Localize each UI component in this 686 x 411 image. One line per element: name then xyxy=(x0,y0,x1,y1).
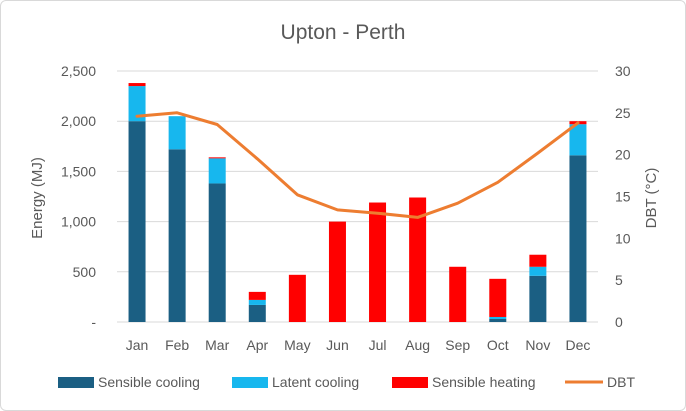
x-tick-label: Mar xyxy=(205,337,229,353)
bar-segment xyxy=(369,202,387,322)
bar-segment xyxy=(208,183,226,322)
dbt-line xyxy=(135,111,580,219)
y-tick-label: - xyxy=(91,314,96,330)
legend-label: Latent cooling xyxy=(272,374,359,390)
y2-tick-label: 0 xyxy=(615,314,623,330)
x-tick-label: Feb xyxy=(165,337,189,353)
y-tick-label: 1,000 xyxy=(61,214,96,230)
y2-tick-label: 5 xyxy=(615,272,623,288)
bar-segment xyxy=(409,197,427,322)
x-tick-label: Dec xyxy=(566,337,591,353)
y2-tick-label: 15 xyxy=(615,189,631,205)
y-axis-left-ticks: - 500 1,000 1,500 2,000 2,500 xyxy=(61,63,96,330)
legend-label: Sensible heating xyxy=(432,374,536,390)
legend-swatch xyxy=(392,377,428,388)
bar-segment xyxy=(489,318,507,322)
x-tick-label: Sep xyxy=(445,337,470,353)
y2-tick-label: 10 xyxy=(615,230,631,246)
x-tick-label: Nov xyxy=(525,337,550,353)
legend-swatch xyxy=(58,377,94,388)
bar-segment xyxy=(449,266,467,322)
bar-segment xyxy=(128,86,146,122)
bar-segment xyxy=(489,278,507,317)
chart-title: Upton - Perth xyxy=(281,21,406,44)
bar-segment xyxy=(529,275,547,322)
y-tick-label: 500 xyxy=(73,264,97,280)
bar-segment xyxy=(248,299,266,305)
y2-tick-label: 25 xyxy=(615,105,631,121)
bar-segment xyxy=(489,316,507,319)
bar-segment xyxy=(529,254,547,267)
bar-segment xyxy=(208,157,226,159)
y-axis-left-title: Energy (MJ) xyxy=(29,157,46,239)
legend-label: DBT xyxy=(607,374,635,390)
x-axis-ticks: Jan Feb Mar Apr May Jun Jul Aug Sep Oct Nov Dec xyxy=(126,337,591,353)
legend-label: Sensible cooling xyxy=(98,374,200,390)
x-tick-label: Jun xyxy=(326,337,349,353)
bar-segment xyxy=(288,274,306,322)
bar-segment xyxy=(529,266,547,276)
y2-tick-label: 20 xyxy=(615,147,631,163)
bar-segment xyxy=(168,116,186,150)
bar-segment xyxy=(208,158,226,184)
bar-segment xyxy=(168,149,186,322)
x-tick-label: Oct xyxy=(487,337,509,353)
gridlines xyxy=(117,70,598,323)
x-tick-label: May xyxy=(284,337,310,353)
bar-segment xyxy=(248,291,266,300)
y-tick-label: 2,500 xyxy=(61,63,96,79)
y2-tick-label: 30 xyxy=(615,63,631,79)
bars xyxy=(128,83,587,322)
y-tick-label: 2,000 xyxy=(61,113,96,129)
x-tick-label: Apr xyxy=(246,337,268,353)
x-tick-label: Aug xyxy=(405,337,430,353)
dbt-line-path xyxy=(135,111,580,219)
bar-segment xyxy=(128,83,146,87)
bar-segment xyxy=(569,124,587,156)
y-tick-label: 1,500 xyxy=(61,163,96,179)
x-tick-label: Jan xyxy=(126,337,149,353)
y-axis-right-title: DBT (°C) xyxy=(643,168,660,229)
y-axis-right-ticks: 0 5 10 15 20 25 30 xyxy=(615,63,631,330)
x-tick-label: Jul xyxy=(369,337,387,353)
bar-segment xyxy=(248,304,266,322)
bar-segment xyxy=(328,221,346,322)
legend-swatch xyxy=(232,377,268,388)
bar-segment xyxy=(128,121,146,322)
legend: Sensible cooling Latent cooling Sensible h… xyxy=(58,374,635,390)
bar-segment xyxy=(569,155,587,322)
